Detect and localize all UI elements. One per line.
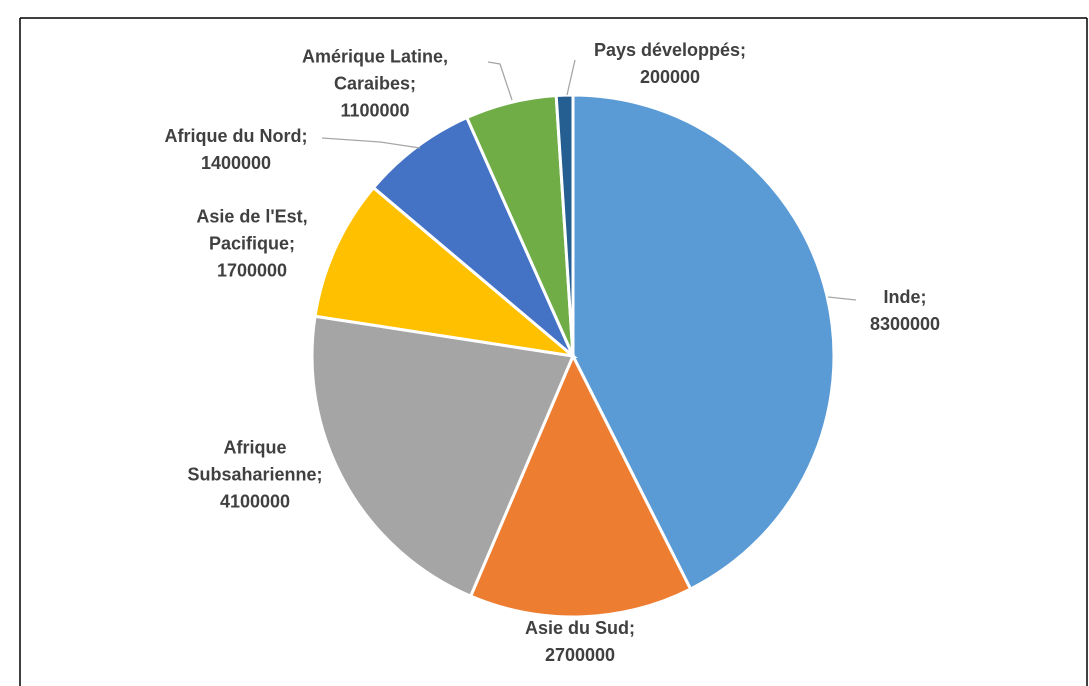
data-label: Inde; 8300000 [840, 284, 970, 338]
pie-slice [310, 314, 576, 599]
label-category: Asie de l'Est, Pacifique [196, 206, 308, 254]
leader-line [566, 59, 576, 96]
data-label: Pays développés; 200000 [570, 37, 770, 91]
label-separator: ; [289, 233, 296, 254]
pie-slice [468, 352, 693, 619]
data-label: Amérique Latine, Caraibes; 1100000 [275, 44, 475, 125]
label-category: Pays développés [593, 40, 741, 60]
pie-slice [571, 93, 836, 592]
label-value: 4100000 [219, 491, 291, 512]
label-separator: ; [410, 73, 417, 94]
label-value: 1400000 [200, 153, 272, 173]
leader-line [321, 137, 421, 149]
label-category: Asie du Sud [524, 618, 629, 638]
label-value: 1100000 [340, 100, 410, 121]
data-label: Asie du Sud; 2700000 [480, 615, 680, 669]
data-label: Afrique Subsaharienne; 4100000 [175, 435, 335, 516]
label-category: Amérique Latine, Caraibes [301, 46, 449, 94]
label-separator: ; [740, 40, 747, 60]
data-label: Afrique du Nord; 1400000 [126, 123, 346, 177]
leader-line [487, 61, 513, 101]
label-separator: ; [920, 287, 927, 307]
label-value: 2700000 [544, 645, 616, 665]
label-separator: ; [316, 464, 323, 485]
data-label: Asie de l'Est, Pacifique; 1700000 [172, 204, 332, 285]
leader-line [827, 296, 857, 301]
label-separator: ; [301, 126, 308, 146]
pie-slice [313, 185, 579, 359]
label-value: 200000 [639, 67, 701, 87]
label-category: Afrique du Nord [164, 126, 302, 146]
label-category: Inde [883, 287, 921, 307]
label-category: Afrique Subsaharienne [187, 437, 317, 485]
label-value: 1700000 [216, 260, 288, 281]
pie-slice [554, 93, 575, 357]
label-value: 8300000 [869, 314, 941, 334]
label-separator: ; [629, 618, 635, 638]
